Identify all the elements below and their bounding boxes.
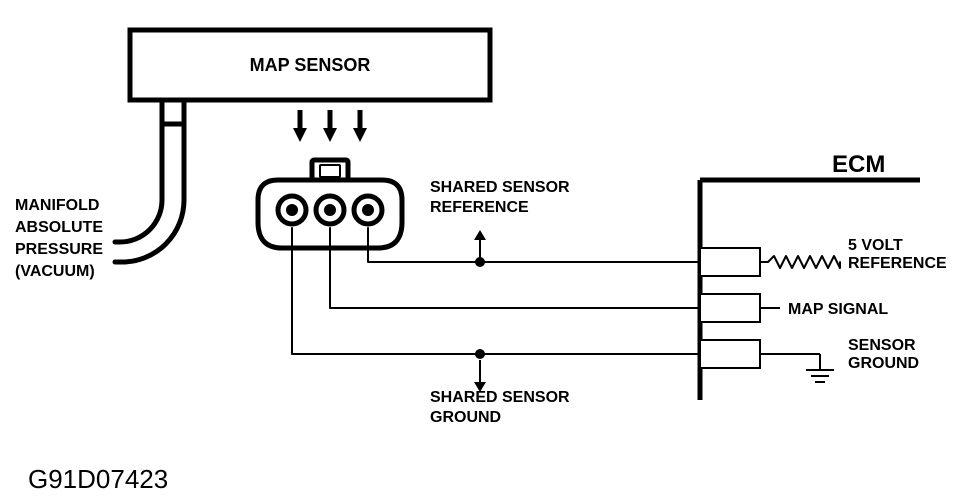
ecm-ref-label: 5 VOLT	[848, 237, 903, 254]
figure-code: G91D07423	[28, 464, 168, 494]
junction-ground	[475, 349, 485, 359]
ecm-signal-label: MAP SIGNAL	[788, 301, 888, 318]
ecm-ref-label: REFERENCE	[848, 255, 947, 272]
ecm-ground-label: GROUND	[848, 355, 919, 372]
ecm-terminal-signal	[700, 294, 760, 322]
shared-ground-label: GROUND	[430, 409, 501, 426]
manifold-label-line: PRESSURE	[15, 241, 103, 258]
ecm-terminal-ref	[700, 248, 760, 276]
junction-ref	[475, 257, 485, 267]
map-sensor-block: MAP SENSOR	[130, 30, 490, 124]
ecm-ground-label: SENSOR	[848, 337, 916, 354]
shared-ref-label: REFERENCE	[430, 199, 529, 216]
wire-ref	[368, 228, 700, 262]
resistor-icon	[768, 256, 840, 268]
ecm-terminal-ground	[700, 340, 760, 368]
manifold-label-line: MANIFOLD	[15, 197, 99, 214]
manifold-label-line: (VACUUM)	[15, 263, 95, 280]
manifold-label-line: ABSOLUTE	[15, 219, 103, 236]
shared-ref-label: SHARED SENSOR	[430, 179, 570, 196]
shared-ground-label: SHARED SENSOR	[430, 389, 570, 406]
vacuum-hose	[115, 124, 184, 262]
ecm-label: ECM	[832, 151, 885, 178]
map-sensor-label: MAP SENSOR	[250, 55, 371, 75]
